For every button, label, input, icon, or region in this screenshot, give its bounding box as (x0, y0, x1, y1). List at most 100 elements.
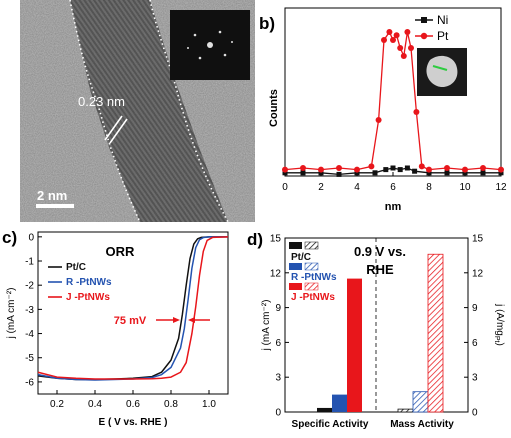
x-axis-label: nm (385, 201, 402, 213)
x-tick-label: 0.2 (50, 399, 64, 410)
x-tick-label: 12 (495, 182, 507, 193)
haadf-inset (417, 48, 467, 96)
y-tick-label: -1 (25, 257, 34, 268)
data-point-pt (354, 166, 360, 173)
data-point-ni (318, 170, 324, 176)
data-point-ni (412, 168, 418, 174)
legend-swatch-ptc (289, 242, 302, 249)
y-axis-label-left: j (mA cm⁻²) (261, 300, 272, 352)
fft-spots (187, 30, 233, 60)
data-point-pt (393, 32, 400, 39)
x-tick-label: 0.8 (164, 399, 178, 410)
series-line-ni (285, 167, 501, 176)
y-tick-label-right: 3 (472, 373, 478, 384)
panel-d-label: d) (247, 230, 264, 249)
data-point-pt (444, 165, 450, 171)
data-point-pt (418, 163, 425, 170)
data-point-ni (282, 170, 288, 176)
data-point-pt (386, 29, 393, 35)
bar-j-ptnws-specific (347, 278, 362, 412)
x-tick-label: 1.0 (202, 399, 216, 410)
y-tick-label-left: 12 (270, 268, 282, 279)
category-mass-activity: Mass Activity (390, 419, 454, 430)
panel-a: 0.23 nm 2 nm a) (0, 0, 255, 223)
data-point-pt (462, 166, 468, 173)
activity-bar-chart: 0 3 6 9 12 15 0 3 6 9 12 15 0.9 V vs. RHE j (mA cm… (261, 234, 505, 431)
data-point-pt (426, 166, 432, 173)
y-tick-label-right: 0 (472, 408, 478, 419)
bar-r-ptnws-mass (412, 391, 429, 413)
y-axis-label: Counts (268, 89, 280, 127)
chart-title: ORR (106, 244, 136, 259)
data-point-pt (397, 45, 404, 51)
data-point-pt (408, 45, 414, 51)
plot-frame (284, 237, 469, 413)
data-point-pt (390, 37, 396, 43)
legend: Ni Pt (415, 13, 449, 43)
data-point-pt (318, 166, 324, 173)
shift-label: 75 mV (114, 315, 147, 327)
legend-swatch-r-ptnws (289, 263, 302, 270)
x-tick-label: 0 (282, 182, 288, 193)
y-tick-label-left: 9 (275, 303, 281, 314)
data-point-ni (498, 170, 504, 176)
lattice-spacing-label: 0.23 nm (78, 94, 125, 109)
x-tick-label: 2 (318, 182, 324, 193)
shift-annotation: 75 mV (114, 315, 210, 327)
panel-b-label: b) (259, 14, 276, 33)
y-tick-label-left: 6 (275, 338, 281, 349)
data-point-pt (336, 165, 342, 171)
bar-ptc-specific (317, 407, 332, 412)
plot-frame (284, 7, 502, 177)
data-point-ni (404, 165, 410, 171)
series-line-pt (284, 30, 502, 171)
data-point-ni (462, 170, 468, 176)
series-line-j-ptnws (37, 236, 229, 380)
legend-marker-ni (421, 17, 427, 23)
y-tick-label-right: 9 (472, 303, 478, 314)
x-tick-label: 0.4 (88, 399, 102, 410)
data-point-pt (413, 109, 420, 115)
legend-j-ptnws: J -PtNWs (66, 292, 110, 303)
orr-polarization-chart: 0.2 0.4 0.6 0.8 1.0 0 -1 -2 -3 -4 -5 -6 ORR j (mA … (6, 231, 229, 428)
bar-j-ptnws-mass (427, 253, 444, 413)
y-tick-label-left: 3 (275, 373, 281, 384)
data-point-ni (480, 170, 486, 176)
data-point-ni (390, 165, 396, 171)
data-point-pt (498, 166, 504, 173)
y-tick-label-right: 15 (472, 234, 484, 245)
chart-title-line2: RHE (366, 262, 394, 277)
data-point-pt (404, 29, 411, 35)
y-tick-label-left: 15 (270, 234, 282, 245)
x-tick-label: 0.6 (126, 399, 140, 410)
panel-b: b) 0 2 4 6 8 10 12 Counts nm Ni Pt (255, 0, 511, 222)
panel-c-label: c) (2, 228, 18, 247)
data-point-pt (400, 53, 407, 59)
data-point-pt (381, 37, 387, 43)
y-tick-label: -5 (25, 353, 34, 364)
data-point-pt (375, 117, 382, 123)
y-axis-label-right: j (A/mgPt) (493, 303, 505, 346)
bar-ptc-mass (397, 408, 414, 413)
category-specific-activity: Specific Activity (292, 419, 369, 430)
lattice-marker (104, 115, 128, 144)
data-point-ni (372, 170, 378, 176)
panel-a-label: a) (2, 18, 18, 37)
nanowire-edge-right (149, 0, 229, 223)
scale-bar (36, 204, 74, 208)
eds-linescan-chart: 0 2 4 6 8 10 12 Counts nm Ni Pt (268, 7, 507, 213)
data-point-pt (282, 166, 288, 173)
legend-ni: Ni (437, 13, 448, 27)
legend-swatch-j-ptnws (289, 283, 302, 290)
y-axis-label: j (mA cm⁻²) (6, 288, 17, 340)
data-point-ni (354, 170, 360, 176)
y-tick-label-right: 6 (472, 338, 478, 349)
data-point-pt (368, 163, 375, 170)
nanowire-region (70, 0, 228, 222)
y-tick-label-left: 0 (275, 408, 281, 419)
data-point-ni (300, 170, 306, 176)
y-tick-label: -3 (25, 305, 34, 316)
data-point-pt (480, 165, 486, 171)
data-point-ni (336, 171, 342, 177)
scale-bar-label: 2 nm (37, 188, 67, 203)
